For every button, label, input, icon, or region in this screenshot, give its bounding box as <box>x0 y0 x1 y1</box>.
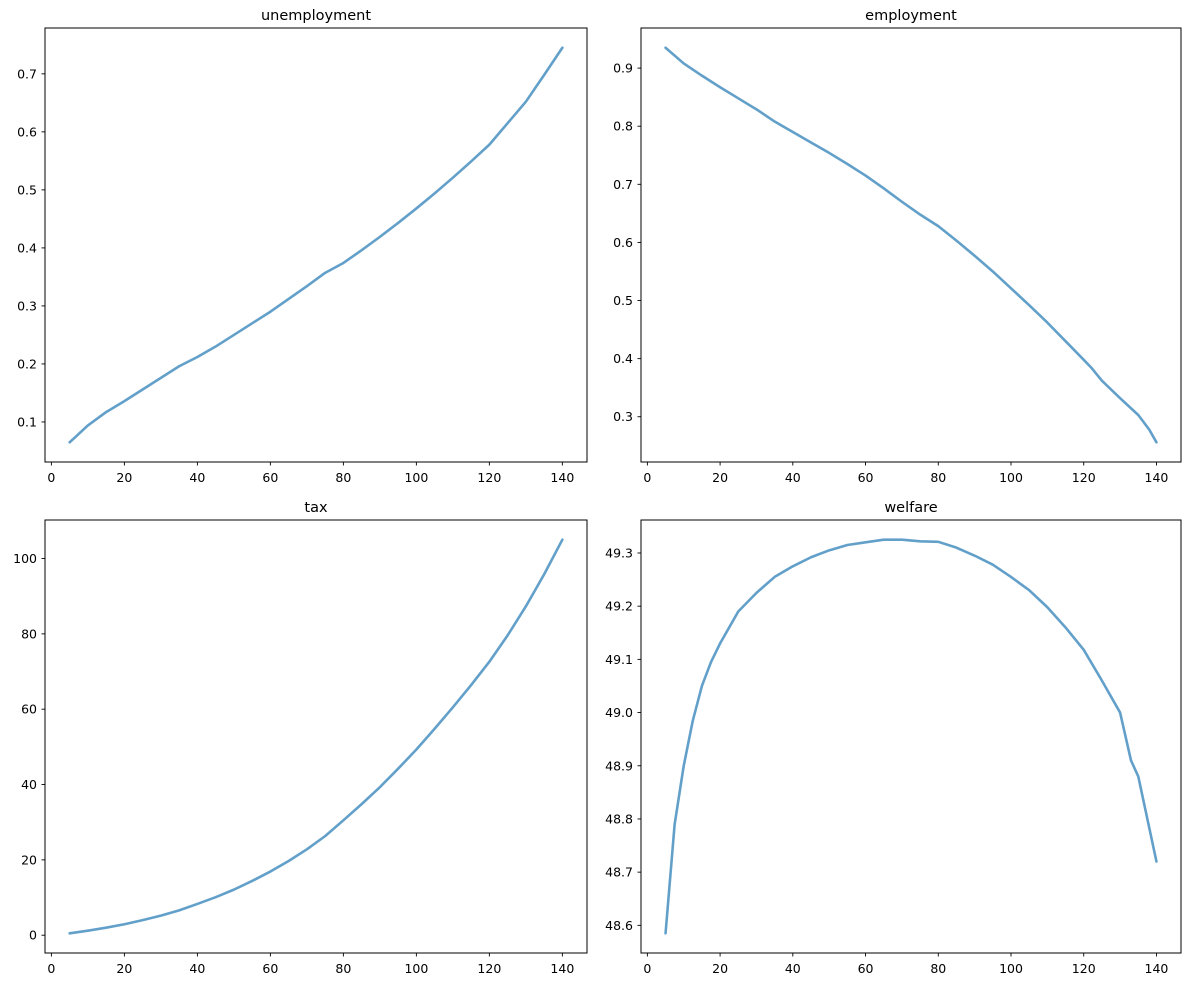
axes-frame-unemployment <box>44 27 588 463</box>
x-tick-label: 80 <box>335 470 351 485</box>
y-tick-label: 0.2 <box>17 356 37 371</box>
y-tick-label: 0 <box>29 928 37 943</box>
y-tick-label: 48.7 <box>605 865 633 880</box>
x-tick-label: 60 <box>858 470 874 485</box>
y-tick-label: 48.8 <box>605 811 633 826</box>
series-line-welfare <box>664 538 1158 935</box>
x-tick-label: 0 <box>643 961 651 976</box>
subplot-title-tax: tax <box>304 500 328 516</box>
y-tick-label: 48.6 <box>605 918 633 933</box>
y-tick-label: 20 <box>21 852 37 867</box>
y-tick-label: 49.3 <box>605 545 633 560</box>
x-tick-label: 80 <box>335 961 351 976</box>
y-tick-label: 0.4 <box>17 240 37 255</box>
subplot-welfare: 0 20 40 60 80 100 120 140 48.6 48.7 48.8 48.9 49.0 49… <box>605 500 1182 976</box>
y-tick-label: 100 <box>13 551 37 566</box>
x-tick-label: 100 <box>999 961 1023 976</box>
x-tick-label: 40 <box>785 470 801 485</box>
y-tick-label: 0.3 <box>17 298 37 313</box>
subplot-title-unemployment: unemployment <box>261 8 371 24</box>
axes-frame-employment <box>640 27 1182 463</box>
y-tick-label: 0.7 <box>613 177 633 192</box>
y-tick-label: 0.1 <box>17 414 37 429</box>
x-tick-label: 140 <box>550 470 574 485</box>
y-tick-label: 60 <box>21 702 37 717</box>
series-line-tax <box>68 538 564 935</box>
y-tick-label: 49.0 <box>605 705 633 720</box>
series-line-employment <box>664 46 1158 444</box>
subplot-tax: 0 20 40 60 80 100 120 140 0 20 40 60 80 100 tax <box>13 500 588 976</box>
y-tick-label: 0.6 <box>17 124 37 139</box>
y-tick-label: 0.7 <box>17 66 37 81</box>
x-tick-label: 120 <box>477 470 501 485</box>
x-tick-label: 0 <box>643 470 651 485</box>
y-tick-label: 48.9 <box>605 758 633 773</box>
axes-frame-tax <box>44 519 588 954</box>
y-tick-label: 80 <box>21 626 37 641</box>
x-tick-label: 20 <box>712 470 728 485</box>
x-tick-label: 40 <box>189 470 205 485</box>
x-tick-label: 120 <box>1072 470 1096 485</box>
x-tick-label: 120 <box>1072 961 1096 976</box>
x-tick-label: 60 <box>262 961 278 976</box>
series-line-unemployment <box>68 46 564 444</box>
subplot-title-welfare: welfare <box>884 500 937 516</box>
axes-frame-welfare <box>640 519 1182 954</box>
x-tick-label: 20 <box>116 470 132 485</box>
x-tick-label: 0 <box>47 470 55 485</box>
x-tick-label: 0 <box>47 961 55 976</box>
y-tick-label: 0.9 <box>613 61 633 76</box>
y-tick-label: 0.8 <box>613 119 633 134</box>
x-tick-label: 100 <box>999 470 1023 485</box>
y-tick-label: 0.5 <box>613 293 633 308</box>
y-tick-label: 0.3 <box>613 409 633 424</box>
subplot-employment: 0 20 40 60 80 100 120 140 0.3 0.4 0.5 0.6 0.7 0.8 0.9 e… <box>613 8 1182 485</box>
y-tick-label: 0.4 <box>613 351 633 366</box>
x-tick-label: 20 <box>116 961 132 976</box>
y-tick-label: 40 <box>21 777 37 792</box>
x-tick-label: 80 <box>930 470 946 485</box>
x-tick-label: 100 <box>404 470 428 485</box>
subplot-title-employment: employment <box>865 8 957 24</box>
x-tick-label: 40 <box>785 961 801 976</box>
x-tick-label: 60 <box>262 470 278 485</box>
y-tick-label: 0.5 <box>17 182 37 197</box>
y-tick-label: 49.2 <box>605 599 633 614</box>
subplot-unemployment: 0 20 40 60 80 100 120 140 0.1 0.2 0.3 0.4 0.5 0.6 0.7 u… <box>17 8 588 485</box>
x-tick-label: 140 <box>1145 961 1169 976</box>
y-tick-label: 49.1 <box>605 652 633 667</box>
x-tick-label: 60 <box>858 961 874 976</box>
x-tick-label: 80 <box>930 961 946 976</box>
y-tick-label: 0.6 <box>613 235 633 250</box>
x-tick-label: 100 <box>404 961 428 976</box>
x-tick-label: 20 <box>712 961 728 976</box>
x-tick-label: 140 <box>550 961 574 976</box>
x-tick-label: 40 <box>189 961 205 976</box>
x-tick-label: 120 <box>477 961 501 976</box>
x-tick-label: 140 <box>1145 470 1169 485</box>
